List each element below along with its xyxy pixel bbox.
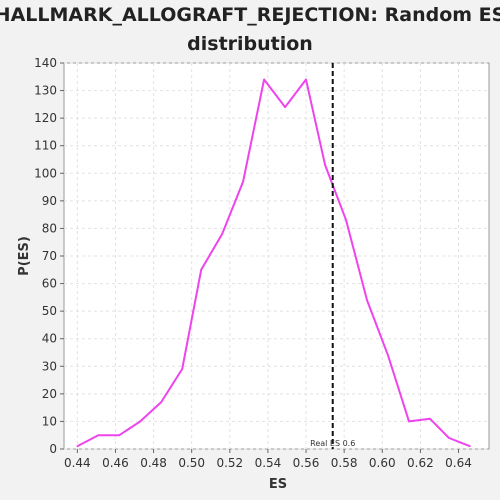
series-point xyxy=(200,268,203,271)
series-point xyxy=(284,106,286,108)
series-point xyxy=(242,180,244,183)
y-tick-label: 140 xyxy=(34,56,57,70)
y-axis-label: P(ES) xyxy=(17,236,32,276)
x-tick-label: 0.46 xyxy=(102,456,129,470)
series-point xyxy=(305,78,307,81)
y-tick-label: 60 xyxy=(42,277,57,291)
series-point xyxy=(118,434,121,437)
series-point xyxy=(160,401,162,403)
series-line-0 xyxy=(76,78,471,448)
y-tick-label: 120 xyxy=(34,111,57,125)
x-tick-label: 0.64 xyxy=(445,456,472,470)
grid-lines xyxy=(64,62,489,450)
x-axis-ticks: 0.44 0.46 0.48 0.50 0.52 0.54 0.56 0.58 0.60 0.62… xyxy=(64,449,472,470)
series-point xyxy=(139,420,142,423)
y-tick-label: 30 xyxy=(42,359,57,373)
x-tick-label: 0.44 xyxy=(64,456,91,470)
x-tick-label: 0.50 xyxy=(178,456,205,470)
series-point xyxy=(221,233,223,235)
x-tick-label: 0.48 xyxy=(140,456,167,470)
x-tick-label: 0.58 xyxy=(331,456,358,470)
y-tick-label: 70 xyxy=(42,249,57,263)
x-tick-label: 0.52 xyxy=(216,456,243,470)
series-point xyxy=(448,437,450,439)
y-axis-ticks: 0 10 20 30 40 50 60 70 80 90 100 110 120 130 140 xyxy=(34,56,64,456)
series-point xyxy=(345,219,347,221)
series-point xyxy=(387,354,389,357)
chart-title-line-2: distribution xyxy=(187,33,313,55)
y-tick-label: 80 xyxy=(42,221,57,235)
y-tick-label: 40 xyxy=(42,332,57,346)
y-tick-label: 100 xyxy=(34,166,57,180)
y-tick-label: 20 xyxy=(42,387,57,401)
x-tick-label: 0.60 xyxy=(369,456,396,470)
reference-layer: Real ES 0.6 xyxy=(310,63,355,449)
series-point xyxy=(429,417,431,420)
y-tick-label: 90 xyxy=(42,194,57,208)
series-point xyxy=(76,445,79,448)
series-point xyxy=(366,299,368,301)
series-layer xyxy=(76,78,471,448)
y-tick-label: 0 xyxy=(49,442,57,456)
series-point xyxy=(324,164,326,166)
series-point xyxy=(408,420,410,423)
y-tick-label: 130 xyxy=(34,84,57,98)
x-tick-label: 0.54 xyxy=(255,456,282,470)
series-point xyxy=(469,445,471,448)
series-point xyxy=(181,368,183,370)
chart-title-line-1: HALLMARK_ALLOGRAFT_REJECTION: Random ES xyxy=(0,4,500,26)
series-point xyxy=(97,434,100,437)
y-tick-label: 10 xyxy=(42,414,57,428)
y-tick-label: 50 xyxy=(42,304,57,318)
series-point xyxy=(263,78,265,81)
x-tick-label: 0.62 xyxy=(407,456,434,470)
real-es-label: Real ES 0.6 xyxy=(310,439,355,448)
x-axis-label: ES xyxy=(269,477,287,492)
y-tick-label: 110 xyxy=(34,139,57,153)
x-tick-label: 0.56 xyxy=(293,456,320,470)
